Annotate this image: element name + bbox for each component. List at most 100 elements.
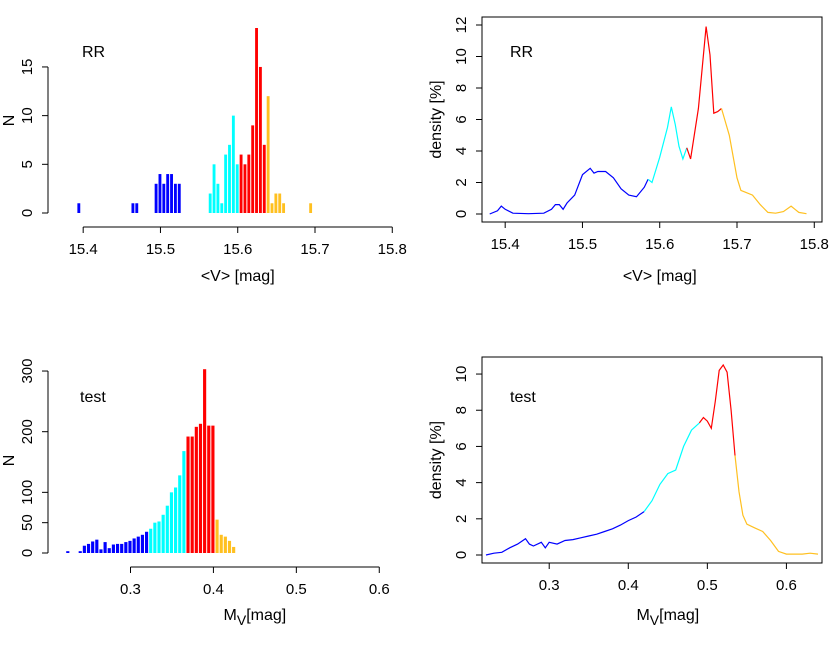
top-left-bar-28 <box>278 193 282 213</box>
bottom-left-bar-31 <box>203 369 207 553</box>
top-left-bar-12 <box>216 183 220 213</box>
top-right-x-tick-label: 15.4 <box>491 236 520 253</box>
bottom-right-x-tick-label: 0.6 <box>776 577 797 594</box>
bottom-right-plot-frame <box>481 356 823 564</box>
top-left-bar-19 <box>243 164 247 213</box>
top-right-line-red <box>686 26 722 160</box>
top-left-bar-7 <box>170 174 173 213</box>
top-left-bar-6 <box>166 174 170 213</box>
top-right-x-tick-label: 15.7 <box>722 236 751 253</box>
top-left-bar-25 <box>266 96 270 213</box>
top-left-chart: 15.4 15.5 15.6 15.7 15.8 0 5 10 15 <V> [mag] N RR <box>1 28 407 285</box>
top-right-y-tick-label: 2 <box>453 178 470 186</box>
bottom-right-x-tick-label: 0.3 <box>539 577 560 594</box>
top-left-bar-23 <box>258 66 262 214</box>
top-right-y-tick-label: 12 <box>453 17 470 34</box>
top-left-x-axis-title: <V> [mag] <box>201 268 275 285</box>
top-left-bar-18 <box>239 154 243 213</box>
top-right-y-axis-title: density [%] <box>428 80 445 158</box>
bottom-right-line-cyan <box>643 422 700 512</box>
bottom-left-bar-15 <box>136 536 140 553</box>
bottom-left-bar-26 <box>182 451 186 553</box>
top-left-bar-10 <box>208 193 212 213</box>
bottom-left-bar-25 <box>178 475 182 553</box>
top-right-line-orange <box>720 108 807 215</box>
bottom-left-bar-4 <box>91 541 95 553</box>
bottom-left-bar-17 <box>145 531 149 553</box>
bottom-left-bar-8 <box>107 548 111 553</box>
top-left-y-axis-title: N <box>1 115 18 127</box>
bottom-left-bar-38 <box>232 546 236 553</box>
bottom-left-bar-37 <box>227 540 232 553</box>
bottom-left-x-axis-title: MV[mag] <box>224 607 287 628</box>
top-left-bar-27 <box>274 193 278 213</box>
bottom-right-y-tick-label: 2 <box>453 515 470 523</box>
bottom-left-bar-13 <box>128 540 132 553</box>
bottom-left-bar-36 <box>223 536 227 553</box>
top-left-bar-4 <box>158 174 162 213</box>
top-left-bar-8 <box>173 183 177 213</box>
top-left-bar-21 <box>251 125 255 213</box>
top-left-bar-3 <box>154 183 158 213</box>
bottom-left-bar-18 <box>149 528 153 553</box>
top-left-y-tick-label: 10 <box>19 107 36 124</box>
bottom-left-bar-19 <box>153 522 157 553</box>
bottom-right-x-tick-label: 0.4 <box>618 577 639 594</box>
top-left-bar-13 <box>220 203 224 213</box>
top-left-x-tick-label: 15.6 <box>223 241 252 258</box>
bottom-right-y-tick-label: 0 <box>453 551 470 559</box>
top-left-bar-9 <box>177 183 181 213</box>
bottom-left-bar-34 <box>215 519 219 553</box>
bottom-right-line-red <box>698 363 736 456</box>
top-right-y-tick-label: 0 <box>453 210 470 218</box>
bottom-left-bar-12 <box>124 542 128 553</box>
top-left-x-tick-label: 15.5 <box>146 241 175 258</box>
top-left-bar-11 <box>212 164 216 213</box>
top-right-x-axis-title: <V> [mag] <box>623 268 697 285</box>
bottom-left-bar-22 <box>165 505 169 553</box>
top-right-annotation: RR <box>510 44 533 61</box>
top-right-line-cyan <box>647 106 688 184</box>
top-right-x-tick-label: 15.8 <box>800 236 829 253</box>
bottom-left-annotation: test <box>80 389 106 406</box>
bottom-left-bar-24 <box>174 487 178 553</box>
top-left-bar-1 <box>131 203 135 213</box>
bottom-left-bar-21 <box>161 514 165 553</box>
top-right-y-tick-label: 10 <box>453 48 470 65</box>
bottom-left-y-tick-label: 200 <box>19 419 36 444</box>
bottom-left-y-axis-title: N <box>1 455 18 467</box>
top-left-bar-0 <box>77 203 81 213</box>
top-right-y-tick-label: 8 <box>453 84 470 92</box>
top-right-x-tick-label: 15.5 <box>568 236 597 253</box>
top-left-bar-20 <box>247 154 251 213</box>
bottom-left-bar-30 <box>198 423 203 553</box>
bottom-left-y-tick-label: 0 <box>19 549 36 557</box>
bottom-left-bar-10 <box>115 543 120 553</box>
bottom-left-x-tick-label: 0.4 <box>203 581 224 598</box>
bottom-right-y-tick-label: 4 <box>453 478 470 486</box>
bottom-left-bar-0 <box>66 551 70 553</box>
top-left-bar-30 <box>309 203 313 213</box>
top-left-bar-17 <box>235 164 239 213</box>
bottom-left-bar-11 <box>120 543 124 553</box>
bottom-left-bar-20 <box>157 521 161 553</box>
top-left-bar-16 <box>231 115 235 213</box>
bottom-right-annotation: test <box>510 389 536 406</box>
top-left-bar-24 <box>262 144 266 213</box>
bottom-left-bar-27 <box>186 436 190 553</box>
bottom-right-y-tick-label: 8 <box>453 406 470 414</box>
bottom-left-bar-29 <box>194 426 198 553</box>
bottom-right-x-tick-label: 0.5 <box>697 577 718 594</box>
bottom-left-bar-7 <box>103 542 107 553</box>
top-left-x-tick-label: 15.8 <box>378 241 407 258</box>
top-right-y-tick-label: 6 <box>453 115 470 123</box>
top-left-x-tick-label: 15.7 <box>300 241 329 258</box>
bottom-left-y-tick-label: 300 <box>19 359 36 384</box>
bottom-left-y-tick-label: 50 <box>19 514 36 531</box>
bottom-left-x-tick-label: 0.5 <box>286 581 307 598</box>
bottom-left-x-tick-label: 0.3 <box>120 581 141 598</box>
top-left-bar-26 <box>270 203 274 213</box>
bottom-left-bar-32 <box>207 425 211 553</box>
